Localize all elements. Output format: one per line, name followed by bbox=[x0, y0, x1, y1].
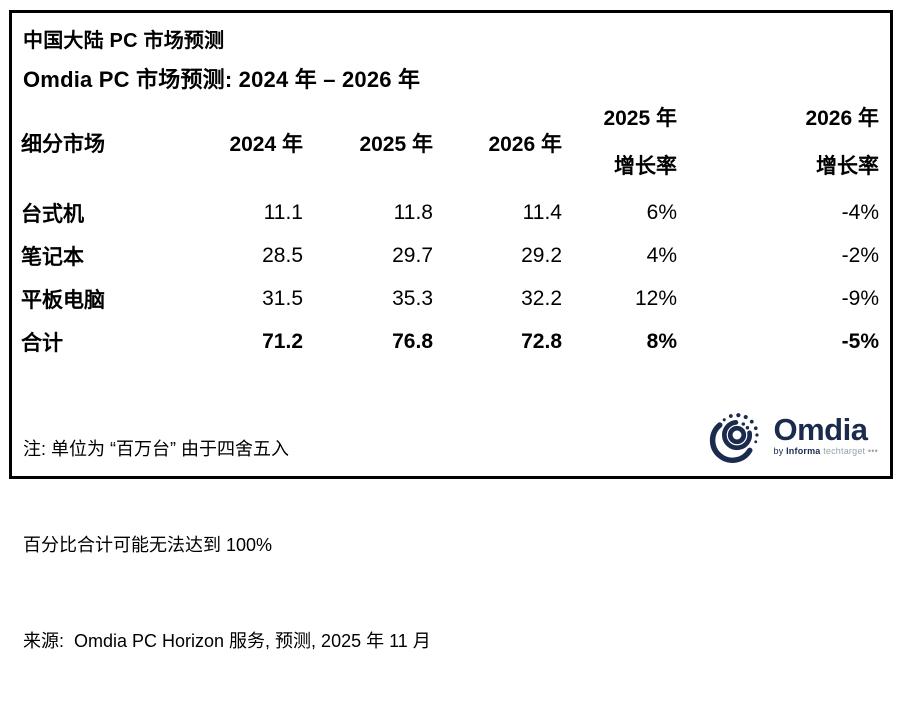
footnotes: 注: 单位为 “百万台” 由于四舍五入 百分比合计可能无法达到 100% 来源:… bbox=[23, 369, 431, 721]
tagline-techtarget: techtarget bbox=[820, 445, 866, 456]
col-header-2025: 2025 年 bbox=[359, 133, 433, 156]
row-label: 台式机 bbox=[21, 202, 84, 226]
col-header-2024: 2024 年 bbox=[229, 133, 303, 156]
cell-2024: 71.2 bbox=[262, 329, 303, 353]
cell-growth-2025: 12% bbox=[634, 286, 677, 310]
tagline-dots: ••• bbox=[865, 445, 878, 456]
cell-growth-2026: -4% bbox=[841, 200, 879, 224]
row-label: 笔记本 bbox=[21, 245, 84, 269]
cell-growth-2026: -9% bbox=[841, 286, 879, 310]
col-header-segment: 细分市场 bbox=[21, 133, 105, 156]
row-label: 合计 bbox=[21, 331, 63, 355]
col-header-2025-growth-line1: 2025 年 bbox=[603, 107, 677, 130]
cell-2025: 11.8 bbox=[393, 200, 433, 224]
col-header-2026-growth-line2: 增长率 bbox=[816, 155, 879, 178]
cell-2025: 29.7 bbox=[392, 243, 433, 267]
tagline-informa: Informa bbox=[786, 445, 821, 456]
tagline-by: by bbox=[773, 445, 787, 456]
col-header-2026: 2026 年 bbox=[488, 133, 562, 156]
cell-2024: 11.1 bbox=[263, 200, 303, 224]
omdia-logo: Omdia by Informa techtarget ••• bbox=[708, 406, 878, 464]
note-unit: 注: 单位为 “百万台” 由于四舍五入 bbox=[23, 439, 289, 459]
cell-growth-2026: -2% bbox=[841, 243, 879, 267]
cell-2026: 72.8 bbox=[521, 329, 562, 353]
cell-growth-2026: -5% bbox=[841, 329, 879, 353]
col-header-2026-growth-line1: 2026 年 bbox=[805, 107, 879, 130]
table-row-total: 合计 71.2 76.8 72.8 8% -5% bbox=[21, 320, 879, 363]
cell-2025: 76.8 bbox=[392, 329, 433, 353]
col-header-2025-growth-line2: 增长率 bbox=[614, 155, 677, 178]
cell-2025: 35.3 bbox=[392, 286, 433, 310]
cell-2024: 28.5 bbox=[262, 243, 303, 267]
omdia-logo-icon bbox=[710, 413, 760, 463]
omdia-logo-text: Omdia by Informa techtarget ••• bbox=[773, 411, 878, 456]
table-body: 台式机 11.1 11.8 11.4 6% -4% 笔记本 28.5 29.7 … bbox=[21, 191, 879, 363]
table-row-notebook: 笔记本 28.5 29.7 29.2 4% -2% bbox=[21, 234, 879, 277]
table-row-desktop: 台式机 11.1 11.8 11.4 6% -4% bbox=[21, 191, 879, 234]
report-content: 中国大陆 PC 市场预测 Omdia PC 市场预测: 2024 年 – 202… bbox=[12, 13, 890, 651]
report-frame: 中国大陆 PC 市场预测 Omdia PC 市场预测: 2024 年 – 202… bbox=[9, 10, 893, 651]
row-label: 平板电脑 bbox=[21, 288, 105, 312]
cell-2026: 32.2 bbox=[521, 286, 562, 310]
table-row-tablet: 平板电脑 31.5 35.3 32.2 12% -9% bbox=[21, 277, 879, 320]
omdia-wordmark: Omdia bbox=[773, 411, 868, 447]
page-subtitle: Omdia PC 市场预测: 2024 年 – 2026 年 bbox=[23, 67, 421, 92]
omdia-tagline: by Informa techtarget ••• bbox=[773, 446, 878, 456]
note-rounding: 百分比合计可能无法达到 100% bbox=[23, 535, 273, 555]
cell-growth-2025: 6% bbox=[646, 200, 677, 224]
cell-growth-2025: 4% bbox=[646, 243, 677, 267]
cell-2024: 31.5 bbox=[262, 286, 303, 310]
table-header-row: 细分市场 2024 年 2025 年 2026 年 2025 年 增长率 202… bbox=[21, 101, 879, 185]
cell-2026: 11.4 bbox=[522, 200, 562, 224]
col-header-2025-growth: 2025 年 增长率 bbox=[562, 101, 677, 185]
source-line: 来源: Omdia PC Horizon 服务, 预测, 2025 年 11 月 bbox=[23, 631, 431, 651]
cell-2026: 29.2 bbox=[521, 243, 562, 267]
col-header-2026-growth: 2026 年 增长率 bbox=[677, 101, 879, 185]
page-title: 中国大陆 PC 市场预测 bbox=[23, 30, 225, 52]
cell-growth-2025: 8% bbox=[646, 329, 677, 353]
